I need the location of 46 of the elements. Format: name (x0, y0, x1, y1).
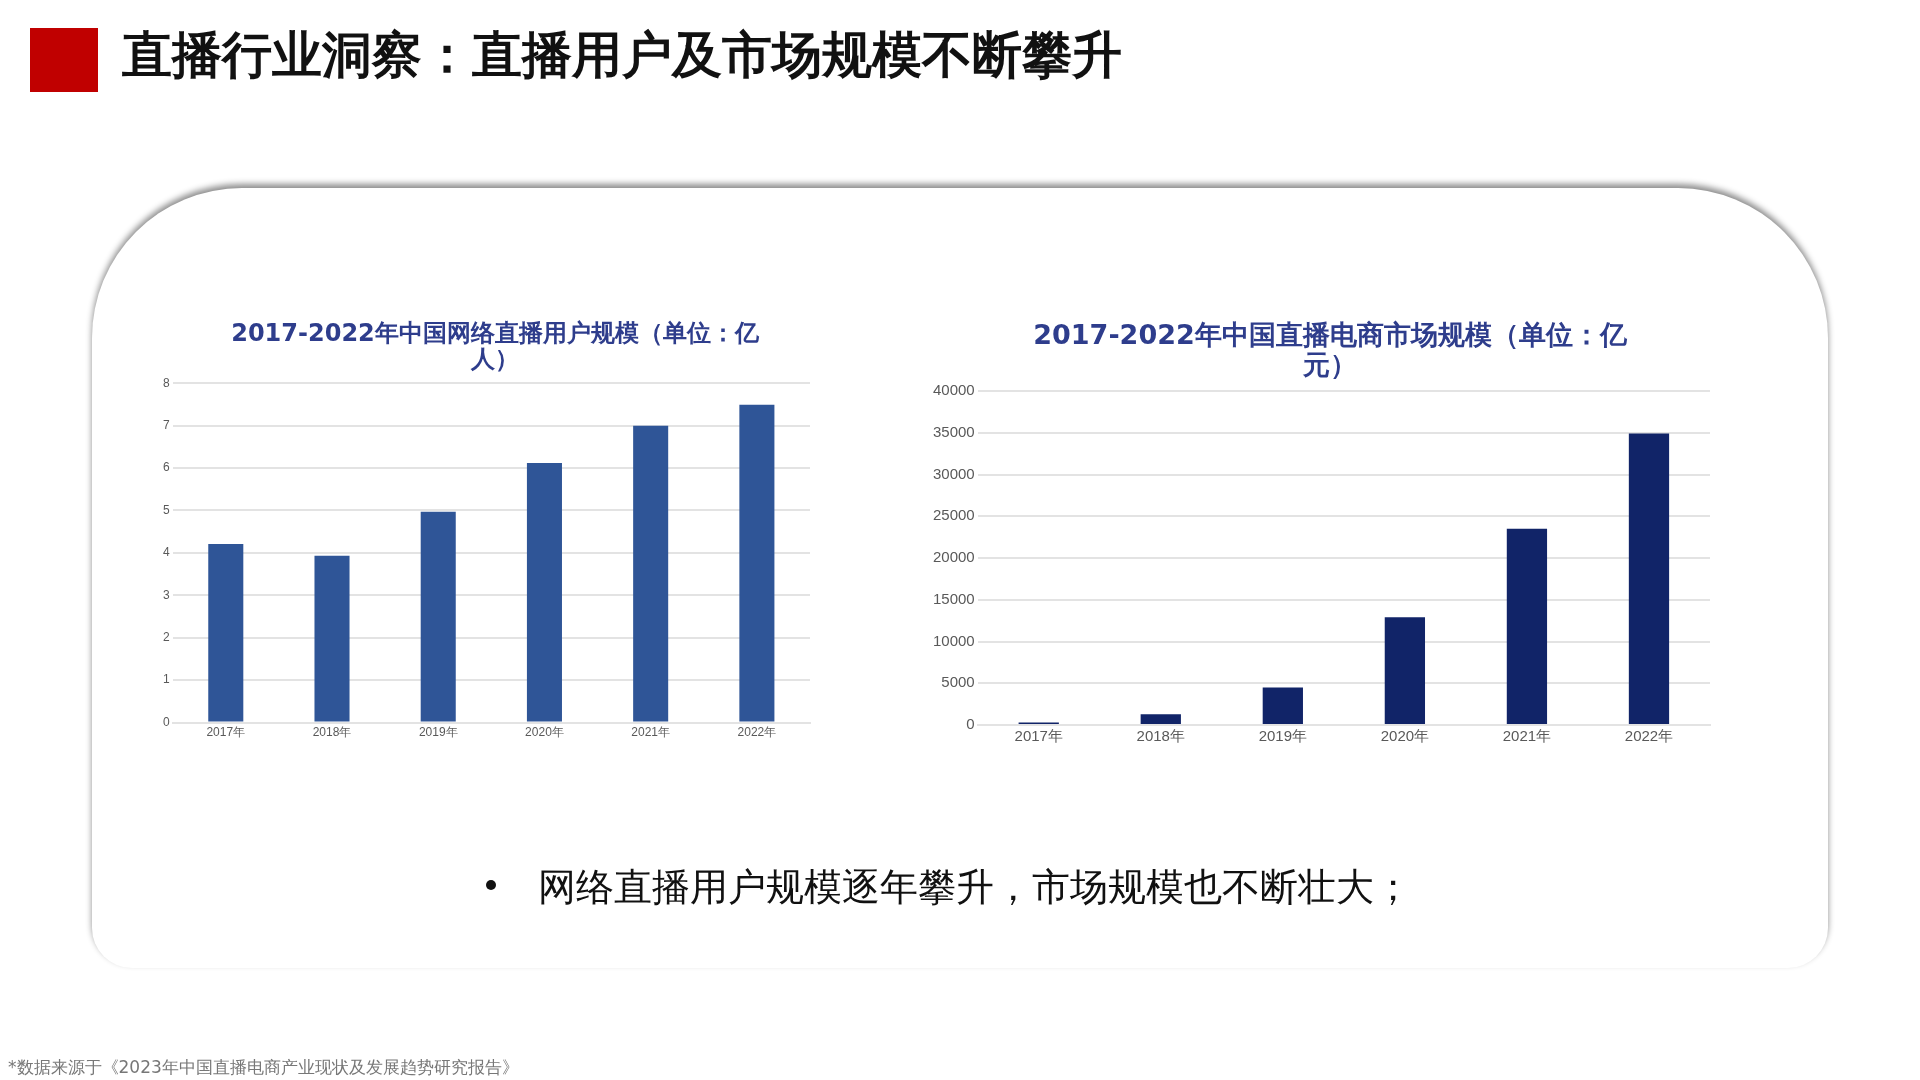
y-tick-label: 5 (162, 502, 170, 517)
y-tick-label: 1 (162, 672, 170, 687)
x-tick-label: 2021年 (631, 724, 671, 739)
x-tick-label: 2017年 (206, 724, 246, 739)
bar (314, 555, 350, 722)
y-tick-label: 3 (162, 587, 170, 602)
y-tick-label: 25000 (932, 506, 975, 524)
x-tick-label: 2022年 (737, 724, 777, 739)
y-tick-label: 0 (966, 715, 975, 733)
y-tick-label: 6 (162, 460, 170, 475)
x-tick-label: 2020年 (525, 724, 564, 739)
x-tick-label: 2020年 (1380, 727, 1430, 745)
bar (1384, 617, 1426, 725)
bar (633, 425, 669, 722)
chart-title: 2017-2022年中国直播电商市场规模（单位：亿元） (1032, 319, 1628, 380)
text: 网络直播用户规模逐年攀升，市场规模也不断壮大； (538, 864, 1412, 911)
y-tick-label: 15000 (932, 590, 975, 608)
x-tick-label: 2021年 (1502, 727, 1552, 745)
y-tick-label: 8 (162, 375, 170, 390)
bar (739, 404, 775, 722)
y-tick-label: 0 (162, 714, 170, 729)
x-tick-label: 2022年 (1624, 727, 1674, 745)
bar (1506, 529, 1548, 725)
x-tick-label: 2017年 (1014, 727, 1063, 745)
y-tick-label: 7 (162, 417, 170, 432)
y-tick-label: 40000 (932, 381, 975, 399)
text: 直播行业洞察：直播用户及市场规模不断攀升 (122, 25, 1122, 86)
x-tick-label: 2019年 (418, 724, 458, 739)
bar (208, 543, 244, 722)
bar (526, 462, 562, 722)
y-tick-label: 20000 (932, 548, 975, 566)
y-tick-label: 4 (162, 544, 170, 559)
x-tick-label: 2018年 (1136, 727, 1185, 745)
bar (420, 511, 456, 722)
y-tick-label: 35000 (932, 423, 975, 441)
bar (1140, 714, 1181, 725)
y-tick-label: 30000 (932, 465, 975, 483)
x-tick-label: 2018年 (312, 724, 352, 739)
y-tick-label: 2 (162, 629, 170, 644)
bar (1262, 687, 1303, 725)
chart-title: 2017-2022年中国网络直播用户规模（单位：亿人） (230, 319, 760, 374)
y-tick-label: 10000 (932, 632, 975, 650)
bar (1628, 433, 1670, 725)
y-tick-label: 5000 (941, 673, 975, 691)
x-tick-label: 2019年 (1258, 727, 1308, 745)
text: *数据来源于《2023年中国直播电商产业现状及发展趋势研究报告》 (8, 1056, 519, 1079)
